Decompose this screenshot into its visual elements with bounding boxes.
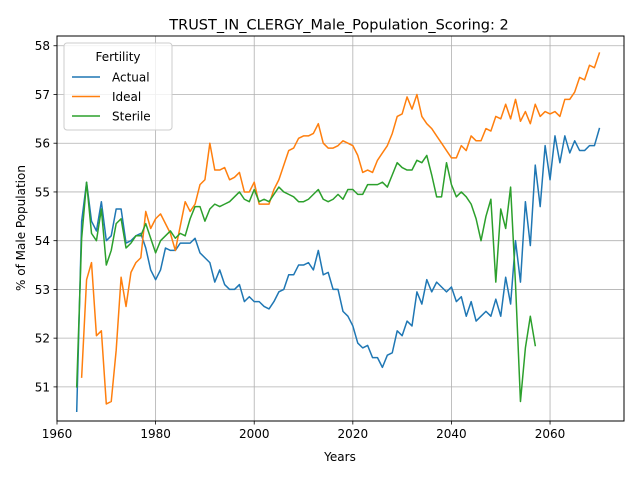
y-axis-ticks: 51 52 53 54 55 56 57 58	[35, 39, 57, 394]
legend-box	[63, 42, 173, 131]
x-tick-label: 2040	[436, 427, 467, 441]
y-tick-label: 53	[35, 283, 50, 297]
y-tick-label: 56	[35, 137, 50, 151]
plot-frame	[56, 35, 625, 422]
y-tick-label: 58	[35, 39, 50, 53]
y-tick-label: 57	[35, 88, 50, 102]
x-axis-label: Years	[323, 450, 356, 464]
legend-label-sterile: Sterile	[112, 110, 151, 124]
legend-label-actual: Actual	[112, 71, 150, 85]
series-line-sterile	[75, 154, 537, 403]
y-tick-label: 52	[35, 332, 50, 346]
series-line-ideal	[80, 52, 601, 405]
x-tick-label: 2020	[338, 427, 369, 441]
y-tick-label: 51	[35, 380, 50, 394]
x-tick-label: 1960	[42, 427, 73, 441]
series-lines	[75, 52, 601, 413]
x-tick-label: 2000	[239, 427, 270, 441]
y-tick-label: 54	[35, 234, 50, 248]
y-axis-label: % of Male Population	[14, 165, 28, 291]
legend-entries: Actual Ideal Sterile	[72, 71, 151, 124]
legend-label-ideal: Ideal	[112, 90, 141, 104]
series-line-actual	[75, 127, 601, 413]
chart-title: TRUST_IN_CLERGY_Male_Population_Scoring:…	[168, 18, 508, 34]
x-tick-label: 2060	[535, 427, 566, 441]
legend-title: Fertility	[95, 50, 140, 64]
y-tick-label: 55	[35, 185, 50, 199]
x-tick-label: 1980	[140, 427, 171, 441]
legend: Fertility Actual Ideal Sterile	[63, 42, 173, 131]
x-axis-ticks: 1960 1980 2000 2020 2040 2060	[42, 421, 566, 441]
